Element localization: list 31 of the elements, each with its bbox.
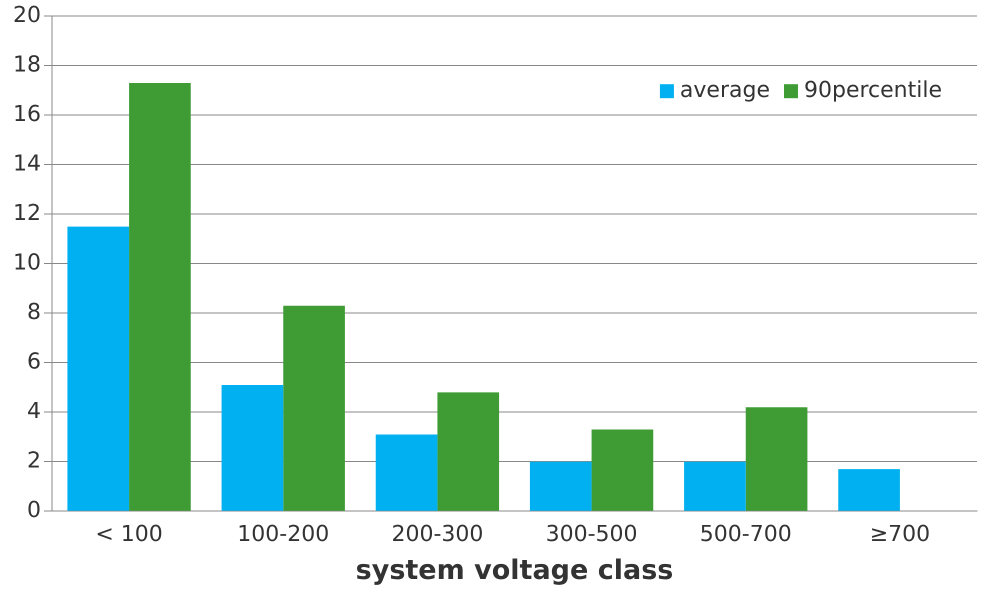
bar (376, 434, 438, 511)
bar (592, 430, 654, 511)
bar (129, 83, 191, 511)
bar (530, 462, 592, 511)
y-tick-label: 20 (12, 2, 41, 28)
bar (746, 407, 808, 511)
x-tick-label: 200-300 (391, 522, 484, 548)
bar (838, 469, 900, 511)
x-tick-label: 100-200 (237, 522, 330, 548)
bar (222, 384, 284, 511)
legend-label: 90percentile (804, 78, 942, 103)
y-tick-label: 18 (12, 52, 41, 78)
y-tick-label: 14 (12, 151, 41, 176)
x-tick-label: ≥700 (870, 522, 930, 548)
y-tick-label: 4 (26, 398, 41, 424)
y-tick-label: 6 (26, 349, 41, 374)
bar (283, 306, 345, 511)
bar (437, 392, 500, 511)
x-tick-label: 300-500 (546, 522, 638, 548)
y-tick-label: 8 (26, 300, 41, 325)
y-tick-label: 2 (26, 448, 41, 474)
y-tick-label: 10 (12, 250, 41, 276)
y-tick-label: 16 (12, 102, 41, 127)
legend-label: average (680, 78, 770, 103)
y-tick-label: 12 (12, 200, 41, 226)
bar (684, 462, 746, 511)
x-tick-label: < 100 (95, 522, 163, 548)
y-tick-label: 0 (26, 498, 41, 523)
x-axis-title: system voltage class (356, 554, 674, 586)
x-tick-label: 500-700 (700, 522, 792, 548)
bar (67, 226, 130, 511)
